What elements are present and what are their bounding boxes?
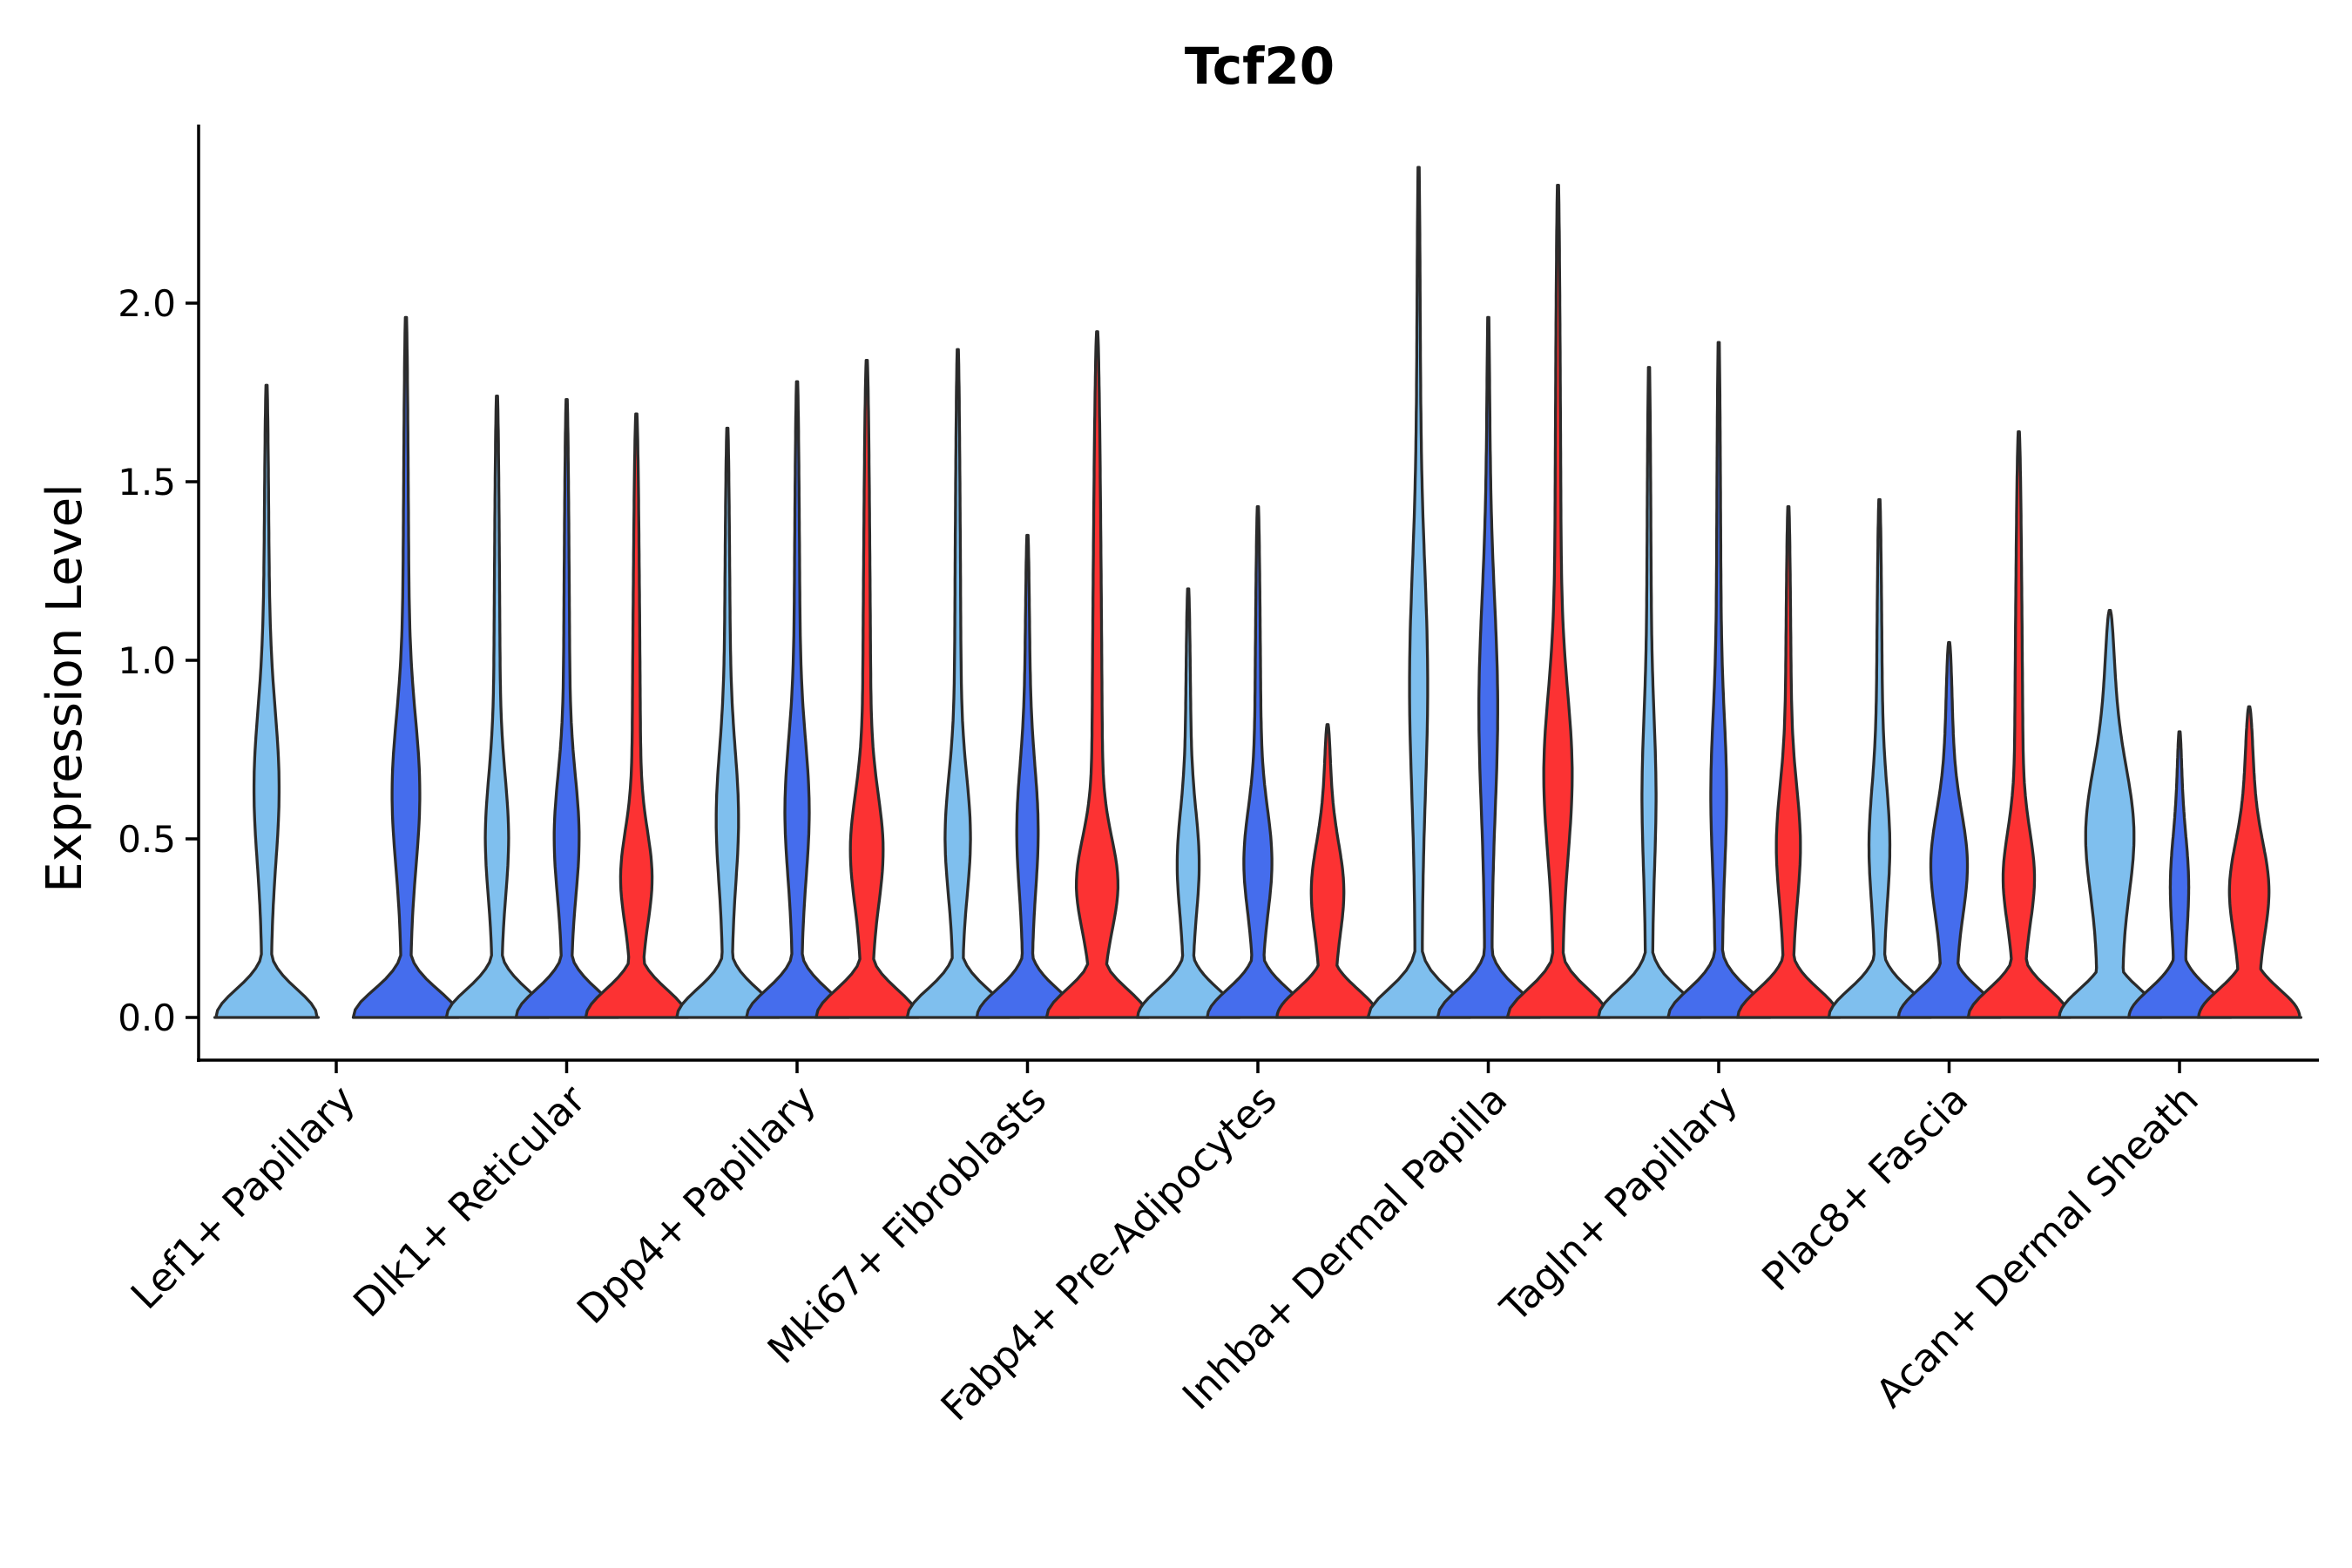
violin-9-condition-2	[2126, 730, 2234, 1019]
violin-6-condition-3	[1504, 184, 1612, 1019]
x-tick-label: Plac8+ Fascia	[1753, 1076, 1977, 1300]
violin-6-condition-2	[1435, 315, 1542, 1019]
y-tick-label: 1.5	[118, 461, 176, 504]
violin-4-condition-3	[1044, 330, 1151, 1019]
violin-9-condition-1	[2056, 608, 2164, 1019]
violin-4-condition-2	[974, 533, 1081, 1019]
violin-7-condition-1	[1595, 366, 1703, 1019]
violin-3-condition-1	[673, 426, 781, 1019]
violin-4-condition-1	[904, 348, 1011, 1019]
violin-7-condition-2	[1665, 341, 1773, 1019]
x-tick-label: Dlk1+ Reticular	[344, 1076, 594, 1326]
violin-5-condition-1	[1134, 587, 1242, 1019]
violin-2-condition-1	[443, 394, 551, 1019]
violin-8-condition-2	[1896, 640, 2003, 1019]
violin-8-condition-3	[1965, 429, 2072, 1019]
x-tick-label: Lef1+ Papillary	[122, 1076, 364, 1318]
violin-7-condition-3	[1734, 505, 1842, 1019]
y-tick-label: 2.0	[118, 282, 176, 325]
violin-1-condition-1	[213, 383, 321, 1019]
violin-3-condition-3	[813, 358, 921, 1019]
violin-layer	[213, 166, 2303, 1019]
violin-2-condition-3	[583, 412, 690, 1019]
x-tick-label: Tagln+ Papillary	[1491, 1076, 1747, 1331]
y-axis-ticks: 0.0 0.5 1.0 1.5 2.0	[118, 282, 199, 1039]
violin-3-condition-2	[743, 380, 851, 1019]
x-tick-label: Dpp4+ Papillary	[568, 1076, 825, 1333]
violin-1-condition-2	[351, 315, 461, 1019]
violin-9-condition-3	[2195, 705, 2303, 1019]
chart-title: Tcf20	[1185, 37, 1335, 96]
y-tick-label: 0.0	[118, 997, 176, 1039]
violin-6-condition-1	[1365, 166, 1472, 1019]
violin-8-condition-1	[1826, 497, 1933, 1019]
violin-2-condition-2	[513, 398, 620, 1019]
violin-5-condition-2	[1204, 505, 1312, 1019]
y-tick-label: 1.0	[118, 639, 176, 682]
violin-5-condition-3	[1274, 723, 1382, 1019]
y-tick-label: 0.5	[118, 818, 176, 861]
y-axis-label: Expression Level	[37, 483, 93, 893]
